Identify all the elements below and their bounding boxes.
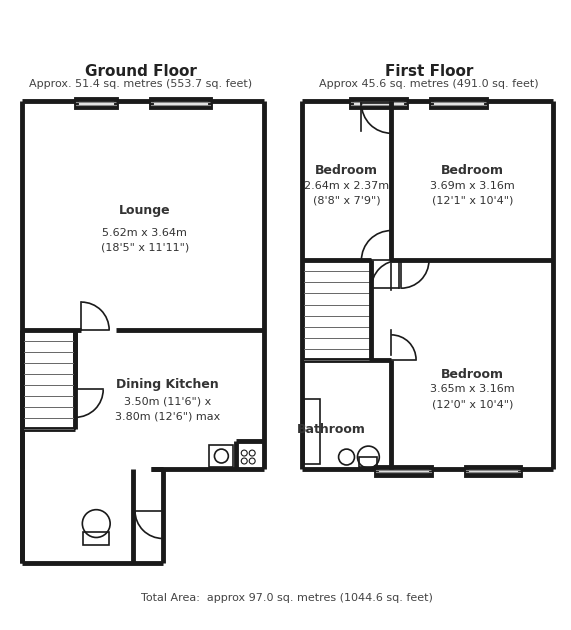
Text: First Floor: First Floor	[385, 64, 473, 79]
Bar	[466, 467, 520, 475]
Text: 3.80m (12'6") max: 3.80m (12'6") max	[115, 411, 220, 421]
Text: Lounge: Lounge	[119, 204, 171, 217]
Text: Ground Floor: Ground Floor	[85, 64, 197, 79]
Text: Bathroom: Bathroom	[297, 423, 366, 436]
Bar	[352, 100, 406, 108]
Text: 3.50m (11'6") x: 3.50m (11'6") x	[124, 396, 211, 406]
Text: 3.65m x 3.16m: 3.65m x 3.16m	[431, 384, 515, 394]
Text: Bedroom: Bedroom	[315, 164, 378, 178]
Text: (18'5" x 11'11"): (18'5" x 11'11")	[101, 243, 189, 253]
Text: (8'8" x 7'9"): (8'8" x 7'9")	[313, 196, 380, 206]
Bar	[83, 532, 109, 546]
Text: 5.62m x 3.64m: 5.62m x 3.64m	[102, 227, 187, 238]
Text: Bedroom: Bedroom	[441, 164, 504, 178]
Text: Dining Kitchen: Dining Kitchen	[116, 378, 219, 391]
Text: (12'0" x 10'4"): (12'0" x 10'4")	[432, 399, 513, 410]
Bar	[302, 260, 371, 360]
Text: Approx 45.6 sq. metres (491.0 sq. feet): Approx 45.6 sq. metres (491.0 sq. feet)	[319, 79, 539, 89]
Text: Total Area:  approx 97.0 sq. metres (1044.6 sq. feet): Total Area: approx 97.0 sq. metres (1044…	[141, 593, 433, 603]
Bar	[77, 100, 116, 108]
Text: 3.69m x 3.16m: 3.69m x 3.16m	[431, 181, 515, 191]
Text: 2.64m x 2.37m: 2.64m x 2.37m	[304, 181, 389, 191]
Bar	[304, 399, 320, 464]
Bar	[360, 457, 377, 467]
Bar	[210, 445, 234, 467]
Bar	[431, 100, 485, 108]
Text: Approx. 51.4 sq. metres (553.7 sq. feet): Approx. 51.4 sq. metres (553.7 sq. feet)	[29, 79, 252, 89]
Bar	[376, 467, 431, 475]
Bar	[151, 100, 211, 108]
Bar	[22, 330, 75, 429]
Text: (12'1" x 10'4"): (12'1" x 10'4")	[432, 196, 513, 206]
Text: Bedroom: Bedroom	[441, 368, 504, 381]
